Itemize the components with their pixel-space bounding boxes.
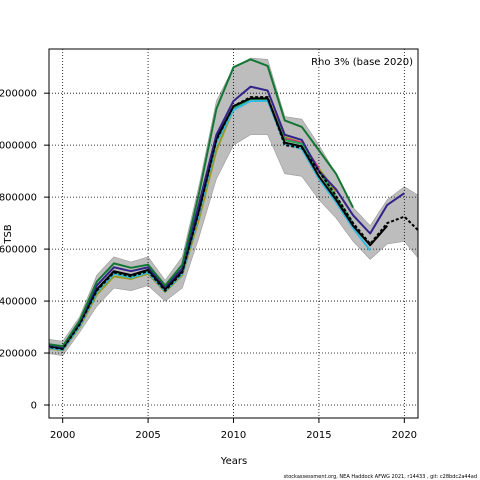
y-tick-label: 800000 (0, 193, 37, 204)
x-axis-title: Years (220, 456, 247, 467)
x-axis: 2000 2005 2010 2015 2020 (50, 418, 417, 441)
x-tick-label: 2020 (392, 430, 417, 441)
y-axis-title: TSB (3, 224, 14, 244)
y-axis: 0 200000 400000 600000 800000 1000000 1200000 (0, 89, 49, 412)
y-tick-label: 200000 (0, 349, 37, 360)
y-tick-label: 1200000 (0, 89, 37, 100)
series-line-7 (49, 58, 354, 348)
series-line-2 (49, 99, 371, 351)
y-tick-label: 600000 (0, 245, 37, 256)
series-line-6 (49, 85, 405, 349)
annotation-text: Rho 3% (base 2020) (311, 57, 413, 68)
confidence-band (49, 57, 418, 356)
series-layer (49, 58, 418, 352)
footer-text: stockassessment.org, NEA Haddock AFWG 20… (284, 474, 477, 480)
y-tick-label: 1000000 (0, 141, 37, 152)
series-line-0 (49, 96, 418, 351)
x-tick-label: 2000 (50, 430, 75, 441)
x-tick-label: 2015 (306, 430, 331, 441)
y-tick-label: 0 (31, 401, 37, 412)
x-tick-label: 2005 (135, 430, 160, 441)
x-tick-label: 2010 (221, 430, 246, 441)
confidence-band-layer (49, 57, 418, 356)
y-tick-label: 400000 (0, 297, 37, 308)
